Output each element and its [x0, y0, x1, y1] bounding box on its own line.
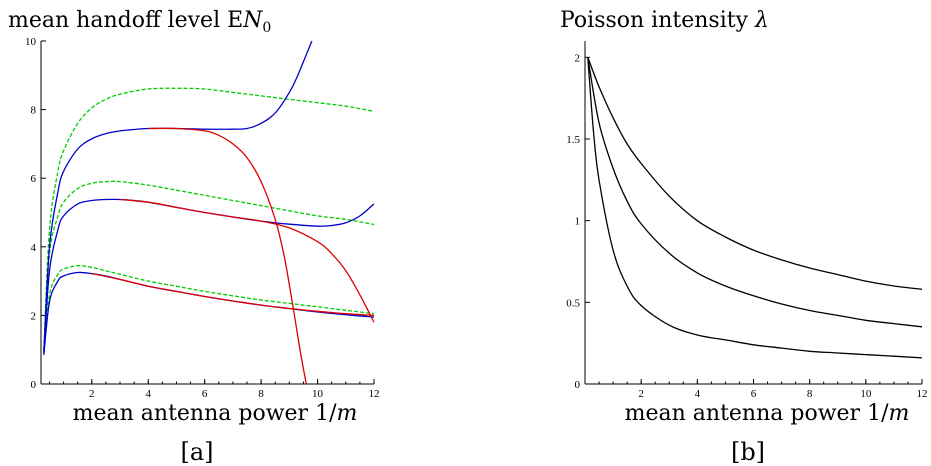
x-tick-label: 6 — [751, 388, 757, 400]
panel-b-axes — [584, 41, 922, 385]
y-tick-label: 2 — [31, 310, 37, 322]
panel-a-series-line-2 — [43, 180, 375, 350]
panel-a-series-line-8 — [119, 198, 375, 323]
y-tick-label: 8 — [31, 105, 37, 117]
panel-b-lines — [587, 57, 923, 359]
x-tick-label: 8 — [258, 388, 264, 400]
x-tick-label: 6 — [202, 388, 208, 400]
x-tick-label: 2 — [89, 388, 95, 400]
x-tick-label: 12 — [369, 388, 380, 400]
y-tick-label: 6 — [31, 173, 37, 185]
panel-a-series-line-7 — [148, 127, 307, 385]
panel-b-series-line-1 — [587, 57, 923, 290]
x-tick-label: 10 — [860, 388, 872, 400]
y-tick-label: 1.5 — [566, 134, 580, 146]
y-tick-label: 2 — [575, 52, 581, 64]
panel-b: Poisson intensity λ 2 4 6 8 10 12 0 0.5 1 1.5 2 me… — [560, 8, 928, 466]
y-tick-label: 4 — [31, 242, 37, 254]
panel-b-label: [b] — [731, 438, 765, 466]
panel-a-series-line-5 — [43, 198, 375, 354]
panel-a-axes — [40, 41, 374, 385]
x-tick-label: 10 — [312, 388, 324, 400]
x-tick-label: 8 — [807, 388, 813, 400]
panel-b-ticks: 2 4 6 8 10 12 0 0.5 1 1.5 2 — [566, 52, 927, 400]
panel-a-series-line-6 — [43, 271, 375, 355]
y-tick-label: 0 — [575, 379, 581, 391]
y-tick-label: 10 — [25, 36, 37, 48]
y-tick-label: 0.5 — [566, 297, 580, 309]
panel-a: mean handoff level EN0 2 4 6 8 10 12 0 2 4 6 8 10 m… — [8, 8, 380, 466]
x-tick-label: 4 — [145, 388, 151, 400]
x-tick-label: 4 — [695, 388, 701, 400]
panel-b-title: Poisson intensity λ — [560, 8, 769, 33]
panel-a-series-line-1 — [43, 87, 375, 350]
x-tick-label: 12 — [917, 388, 928, 400]
panel-b-series-line-2 — [587, 57, 923, 328]
panel-a-label: [a] — [180, 438, 213, 466]
panel-b-series-line-3 — [587, 57, 923, 359]
panel-a-series-line-3 — [43, 265, 375, 354]
y-tick-label: 1 — [575, 216, 581, 228]
panel-a-ticks: 2 4 6 8 10 12 0 2 4 6 8 10 — [25, 36, 380, 400]
panel-b-xlabel: mean antenna power 1/m — [625, 401, 910, 426]
x-tick-label: 2 — [638, 388, 644, 400]
panel-a-title: mean handoff level EN0 — [8, 8, 271, 36]
y-tick-label: 0 — [31, 379, 37, 391]
panel-a-lines — [43, 40, 375, 385]
panel-a-xlabel: mean antenna power 1/m — [73, 401, 358, 426]
panel-a-series-line-9 — [91, 272, 375, 317]
